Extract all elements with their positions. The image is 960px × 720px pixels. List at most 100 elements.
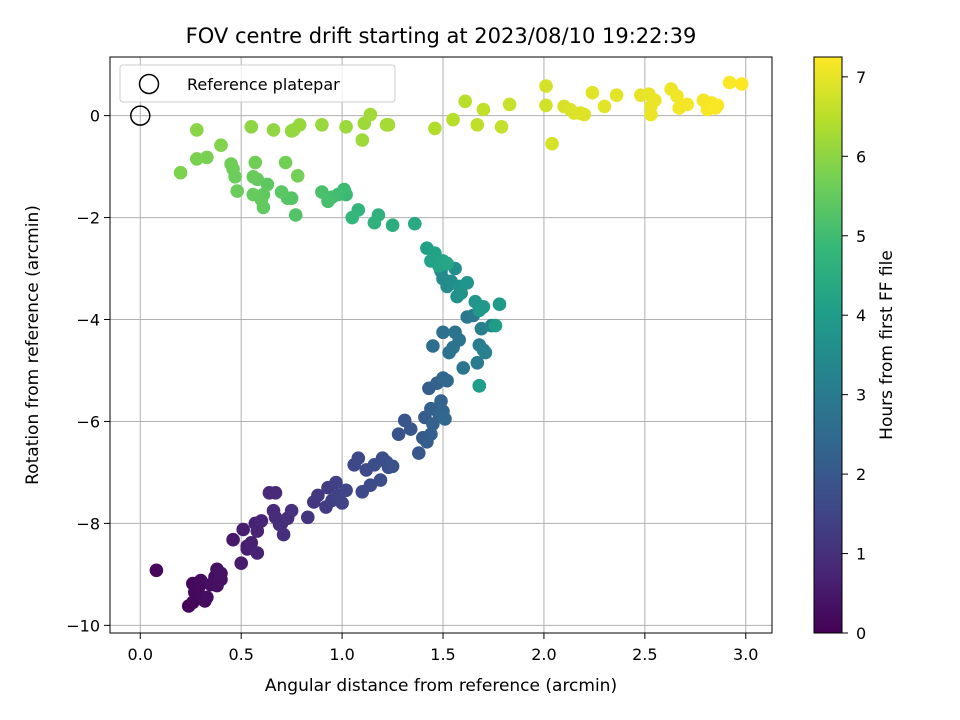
reference-platepar-marker bbox=[130, 105, 151, 126]
data-point bbox=[670, 89, 684, 103]
data-point bbox=[311, 488, 325, 503]
data-point bbox=[373, 473, 388, 487]
data-point bbox=[266, 123, 281, 137]
data-point bbox=[710, 98, 725, 113]
data-point bbox=[454, 286, 469, 300]
colorbar-tick-label: 3 bbox=[856, 386, 866, 405]
data-point bbox=[268, 486, 283, 500]
data-point bbox=[494, 120, 509, 134]
colorbar-tick-label: 6 bbox=[856, 147, 866, 166]
data-point bbox=[476, 102, 491, 117]
colorbar-tick-label: 5 bbox=[856, 227, 866, 246]
data-point bbox=[426, 339, 440, 353]
data-point bbox=[648, 93, 662, 108]
y-axis-ticks: −10 −8 −6 −4 −2 0 bbox=[66, 107, 110, 635]
data-point bbox=[452, 333, 467, 347]
data-point bbox=[412, 446, 426, 460]
data-point bbox=[680, 97, 694, 112]
colorbar bbox=[813, 56, 843, 634]
y-tick-label: −8 bbox=[76, 514, 100, 533]
data-point bbox=[244, 120, 259, 134]
data-point bbox=[472, 379, 487, 393]
data-point bbox=[173, 165, 188, 180]
data-point bbox=[224, 157, 238, 171]
data-point bbox=[284, 503, 299, 518]
data-point bbox=[470, 356, 485, 370]
x-tick-label: 0.0 bbox=[128, 645, 153, 664]
data-point bbox=[426, 417, 440, 431]
data-point bbox=[230, 184, 244, 198]
data-point bbox=[363, 107, 378, 122]
data-point bbox=[190, 152, 204, 166]
data-point bbox=[502, 97, 517, 112]
data-point bbox=[385, 218, 400, 232]
y-axis-label: Rotation from reference (arcmin) bbox=[23, 205, 43, 485]
data-point bbox=[335, 496, 349, 510]
data-point bbox=[345, 210, 360, 225]
data-point bbox=[236, 522, 250, 537]
data-point bbox=[609, 88, 624, 102]
legend-entry-label: Reference platepar bbox=[187, 75, 340, 94]
data-point bbox=[436, 325, 450, 340]
data-point bbox=[722, 75, 737, 90]
data-point bbox=[246, 170, 261, 184]
data-point bbox=[545, 136, 559, 151]
legend-box bbox=[119, 64, 396, 103]
data-point bbox=[339, 483, 353, 498]
data-point bbox=[470, 118, 485, 132]
data-point bbox=[190, 123, 204, 137]
data-point bbox=[250, 546, 265, 560]
data-point bbox=[278, 155, 293, 170]
x-tick-label: 1.5 bbox=[430, 645, 455, 664]
data-point bbox=[367, 215, 382, 230]
y-tick-label: −6 bbox=[76, 412, 100, 431]
data-points bbox=[149, 75, 749, 613]
data-point bbox=[456, 361, 471, 375]
data-point bbox=[226, 532, 240, 547]
x-tick-label: 2.5 bbox=[632, 645, 657, 664]
data-point bbox=[434, 394, 448, 408]
data-point bbox=[391, 427, 406, 442]
data-point bbox=[351, 451, 366, 466]
data-point bbox=[460, 276, 475, 290]
data-point bbox=[577, 107, 592, 122]
data-point bbox=[585, 85, 600, 100]
data-point bbox=[381, 118, 396, 132]
data-point bbox=[315, 185, 329, 199]
data-point bbox=[363, 478, 378, 493]
colorbar-label: Hours from first FF file bbox=[877, 250, 897, 440]
data-point bbox=[290, 169, 305, 183]
data-point bbox=[385, 459, 400, 474]
data-point bbox=[149, 563, 164, 578]
data-point bbox=[734, 77, 749, 91]
data-point bbox=[458, 94, 473, 109]
data-point bbox=[424, 427, 438, 442]
data-point bbox=[539, 98, 553, 113]
colorbar-tick-label: 7 bbox=[856, 68, 866, 87]
data-point bbox=[488, 318, 503, 333]
colorbar-tick-label: 4 bbox=[856, 306, 866, 325]
colorbar-tick-label: 0 bbox=[856, 624, 866, 643]
data-point bbox=[440, 256, 454, 271]
y-tick-label: −4 bbox=[76, 311, 100, 330]
x-axis-label: Angular distance from reference (arcmin) bbox=[265, 676, 617, 696]
data-point bbox=[260, 177, 275, 192]
data-point bbox=[248, 155, 263, 170]
y-tick-label: 0 bbox=[90, 107, 100, 126]
plot-area bbox=[110, 57, 772, 633]
data-point bbox=[200, 590, 214, 605]
data-point bbox=[244, 536, 259, 550]
data-point bbox=[478, 345, 493, 360]
colorbar-tick-label: 2 bbox=[856, 465, 866, 484]
data-point bbox=[254, 514, 269, 528]
y-tick-label: −2 bbox=[76, 209, 100, 228]
data-point bbox=[644, 107, 658, 122]
data-point bbox=[292, 118, 307, 132]
x-tick-label: 1.0 bbox=[329, 645, 354, 664]
data-point bbox=[214, 566, 228, 581]
data-point bbox=[355, 133, 370, 147]
data-point bbox=[329, 475, 343, 490]
data-point bbox=[234, 556, 248, 570]
data-point bbox=[339, 120, 353, 134]
